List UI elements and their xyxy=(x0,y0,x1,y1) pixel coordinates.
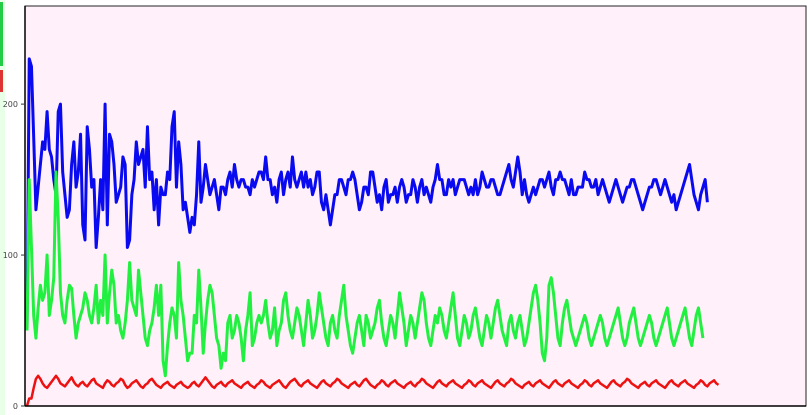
plot-area xyxy=(24,5,807,407)
series-line-3 xyxy=(25,374,720,407)
y-tick-label: 200 xyxy=(3,100,18,109)
y-tick-label: 100 xyxy=(3,251,18,260)
left-edge-marker-green xyxy=(0,2,3,66)
series-layer xyxy=(25,57,720,407)
series-line-1 xyxy=(25,57,709,331)
left-margin-strip xyxy=(0,0,5,415)
left-edge-marker-red xyxy=(0,70,3,92)
axis-layer: 0 100 200 xyxy=(3,6,806,411)
series-line-2 xyxy=(25,170,705,378)
y-tick-label: 0 xyxy=(13,402,18,411)
